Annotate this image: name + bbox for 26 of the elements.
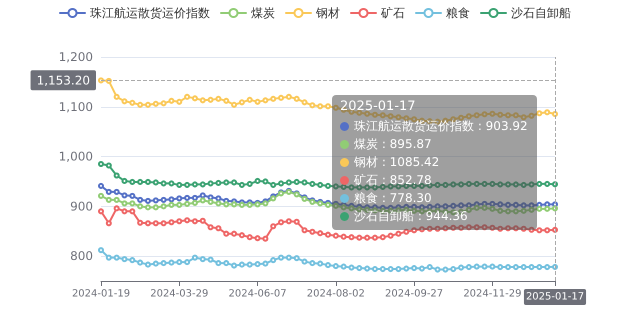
annotation: 煤炭 : 895.87	[354, 137, 432, 151]
annotation: 珠江航运散货运价指数 : 903.92	[354, 119, 528, 133]
legend-label: 沙石自卸船	[511, 6, 571, 20]
x-tick-label: 2025-01-17	[526, 292, 584, 302]
legend-label: 珠江航运散货运价指数	[90, 6, 210, 20]
y-tick-label: 800	[70, 249, 93, 264]
legend-label: 矿石	[380, 6, 405, 20]
annotation: 钢材 : 1085.42	[354, 155, 440, 169]
x-tick-label: 2024-01-19	[72, 288, 130, 300]
ref-line-label: 1,153.20	[36, 73, 90, 88]
annotation: 矿石 : 852.78	[354, 173, 432, 187]
y-tick-label: 1,000	[58, 150, 93, 164]
x-tick-label: 2024-03-29	[150, 288, 208, 300]
annotation: 2025-01-17	[340, 99, 416, 114]
x-tick-label: 2024-09-27	[385, 288, 444, 300]
legend-label: 煤炭	[251, 6, 275, 20]
annotation: 粮食 : 778.30	[354, 191, 432, 205]
x-tick-label: 2024-08-02	[306, 288, 365, 300]
legend-label: 钢材	[315, 6, 340, 20]
legend-label: 粮食	[446, 6, 470, 20]
x-tick-label: 2024-06-07	[228, 288, 287, 300]
x-tick-label: 2024-11-29	[463, 288, 522, 300]
y-tick-label: 900	[70, 199, 93, 214]
annotation: 沙石自卸船 : 944.36	[354, 209, 468, 223]
y-tick-label: 1,200	[58, 50, 93, 64]
y-tick-label: 1,100	[58, 100, 93, 114]
